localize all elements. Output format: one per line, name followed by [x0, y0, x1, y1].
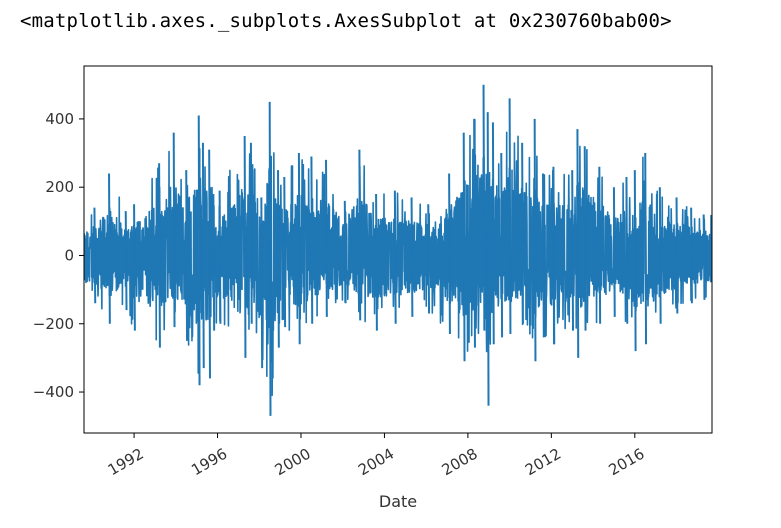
series-spike: [633, 170, 637, 352]
series-spike: [185, 170, 189, 341]
series-spike: [393, 190, 397, 324]
series-spike: [410, 197, 414, 317]
y-axis: 400 200 0 −200 −400: [33, 110, 84, 401]
series-spike: [343, 200, 347, 304]
x-tick-label: 2008: [439, 445, 481, 480]
series-spike: [644, 153, 648, 345]
series-spike: [702, 214, 706, 300]
series-spike: [197, 115, 201, 386]
y-tick-label: 200: [45, 178, 74, 196]
series-spike: [533, 118, 537, 362]
x-tick-label: 2004: [355, 445, 397, 480]
cell-output-repr: <matplotlib.axes._subplots.AxesSubplot a…: [20, 10, 672, 32]
series-spike: [482, 84, 486, 331]
y-tick-label: 0: [64, 246, 74, 264]
series-spike: [325, 159, 328, 317]
series-spike: [212, 194, 216, 331]
series-spike: [201, 142, 205, 369]
series-spike: [598, 166, 602, 324]
y-tick-label: −400: [33, 383, 74, 401]
series-spike: [268, 101, 272, 416]
plot-area: [84, 84, 712, 416]
series-spike: [625, 176, 629, 324]
series-spike: [243, 135, 247, 358]
series-spike: [260, 197, 264, 369]
series-line: [84, 118, 712, 397]
x-tick-label: 1992: [105, 445, 147, 480]
series-spike: [491, 122, 495, 345]
series-spike: [542, 173, 545, 338]
series-spike: [218, 190, 222, 324]
series-spike: [427, 204, 431, 314]
series-spike: [133, 204, 136, 331]
x-tick-label: 2016: [605, 445, 647, 480]
x-axis: 1992 1996 2000 2004 2008 2012 2016: [105, 433, 648, 479]
series-spike: [508, 98, 512, 334]
x-tick-label: 2012: [522, 445, 564, 480]
series-spike: [375, 194, 378, 331]
series-spike: [108, 173, 111, 324]
series-spike: [283, 176, 287, 328]
series-spike: [158, 163, 161, 348]
series-spike: [310, 156, 314, 324]
x-tick-label: 1996: [188, 445, 230, 480]
series-spike: [576, 129, 580, 358]
series-spike: [552, 166, 556, 345]
series-spike: [690, 207, 693, 304]
series-spike: [521, 142, 524, 324]
series-spike: [277, 170, 280, 348]
series-spike: [448, 173, 451, 335]
x-tick-label: 2000: [272, 445, 314, 480]
y-tick-label: −200: [33, 315, 74, 333]
axes-frame: [83, 65, 713, 434]
x-axis-label: Date: [379, 492, 417, 511]
series-spike: [612, 187, 616, 317]
series-spike: [675, 197, 679, 314]
series-spike: [358, 149, 362, 321]
series-spike: [473, 118, 476, 348]
y-tick-label: 400: [45, 110, 74, 128]
series-spike: [124, 211, 128, 311]
series-spike: [297, 153, 301, 345]
series-spike: [208, 149, 211, 379]
series-spike: [486, 112, 490, 406]
series-spike: [93, 207, 97, 304]
series-spike: [172, 132, 176, 328]
series-spike: [462, 132, 466, 362]
series-spike: [658, 187, 662, 324]
series-spike: [249, 142, 253, 324]
series-spike: [500, 153, 504, 338]
series-spike: [583, 146, 587, 331]
series-spike: [571, 170, 575, 331]
